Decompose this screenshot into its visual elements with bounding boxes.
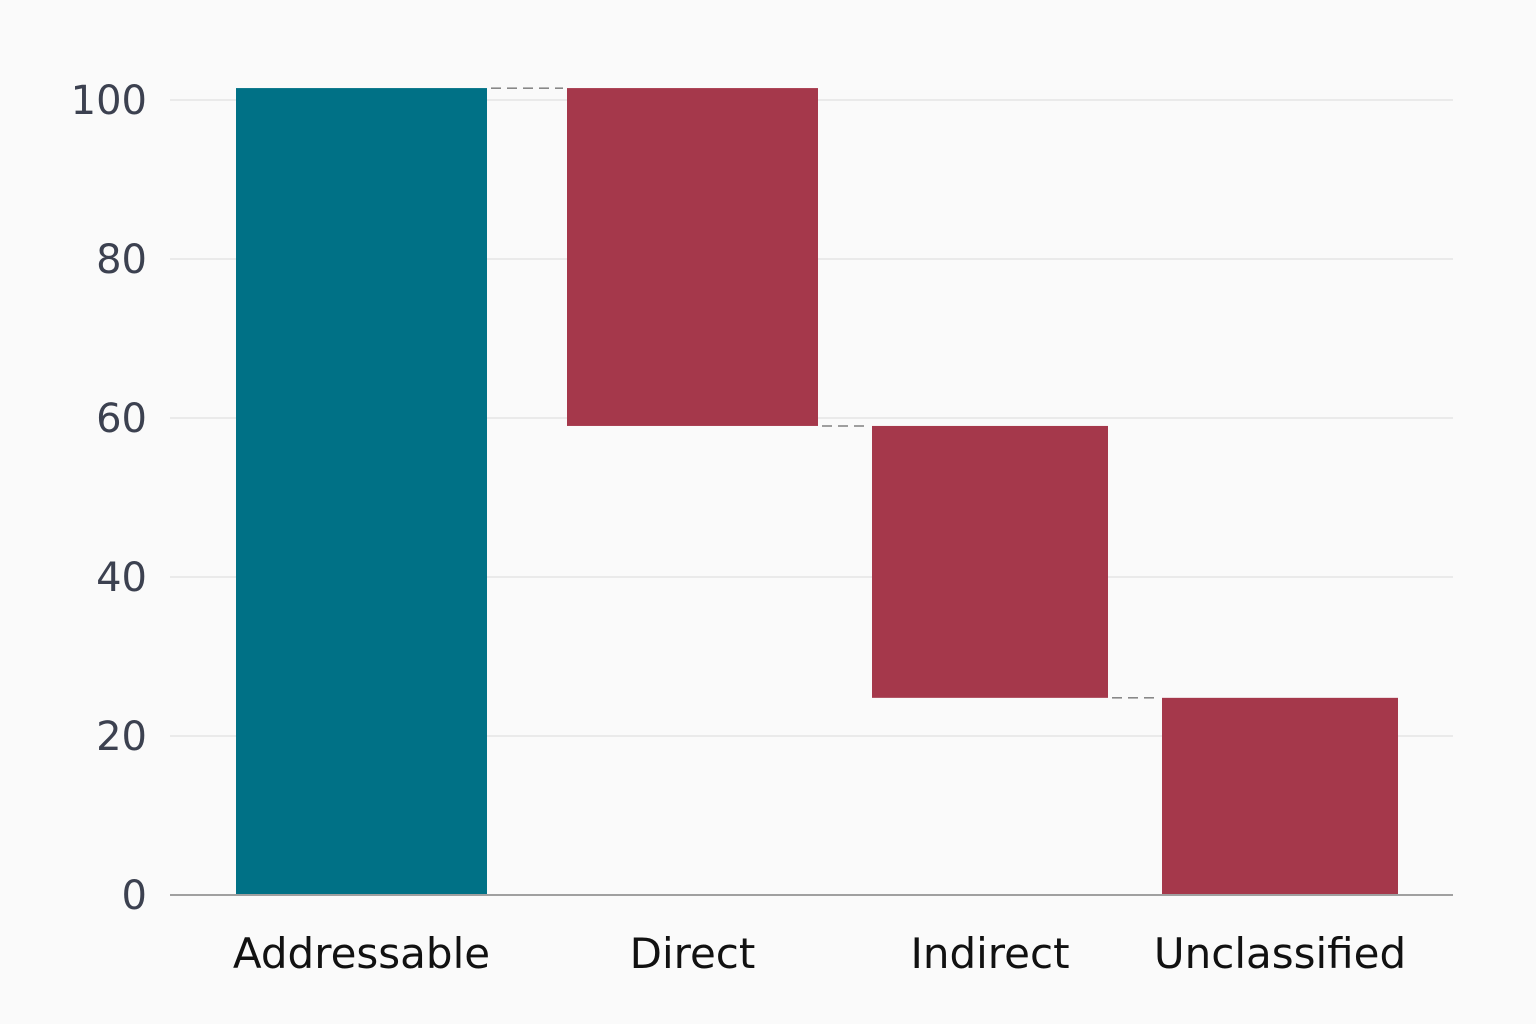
y-tick-label: 40	[96, 555, 147, 601]
bar-unclassified	[1162, 697, 1398, 895]
bar-indirect	[872, 425, 1108, 698]
x-axis: Addressable Direct Indirect Unclassified	[233, 929, 1406, 978]
y-tick-label: 80	[96, 237, 147, 283]
y-tick-label: 60	[96, 396, 147, 442]
bar-addressable	[236, 88, 487, 895]
x-tick-label: Indirect	[910, 929, 1069, 978]
y-axis: 0 20 40 60 80 100	[71, 78, 147, 919]
y-tick-label: 100	[71, 78, 147, 124]
x-tick-label: Addressable	[233, 929, 490, 978]
bar-direct	[567, 88, 818, 426]
connectors	[491, 87, 1158, 699]
bars	[236, 88, 1398, 895]
x-tick-label: Direct	[630, 929, 756, 978]
x-tick-label: Unclassified	[1154, 929, 1406, 978]
y-tick-label: 0	[122, 873, 147, 919]
y-tick-label: 20	[96, 714, 147, 760]
